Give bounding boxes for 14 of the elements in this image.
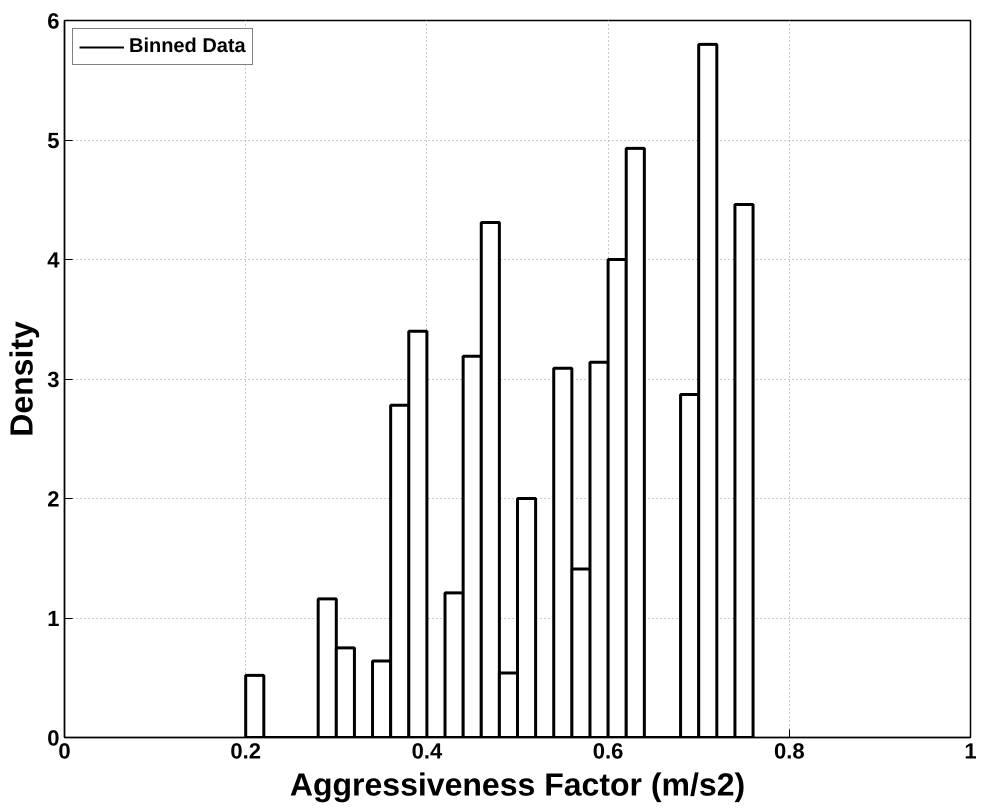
y-tick-label: 1 [47, 606, 60, 631]
x-tick-label: 1 [964, 738, 977, 764]
y-axis-title: Density [3, 321, 40, 437]
y-tick-label: 3 [47, 367, 60, 392]
x-tick-label: 0.2 [230, 738, 261, 764]
x-tick-label: 0.8 [774, 738, 805, 764]
x-tick-label: 0.6 [592, 738, 624, 764]
y-tick-label: 5 [47, 128, 60, 153]
x-tick-label: 0.4 [412, 738, 443, 764]
y-tick-label: 4 [47, 248, 60, 272]
legend-label: Binned Data [129, 35, 246, 58]
y-tick-label: 2 [47, 486, 60, 512]
y-tick-label: 6 [47, 8, 60, 34]
x-axis-title: Aggressiveness Factor (m/s2) [290, 766, 746, 802]
